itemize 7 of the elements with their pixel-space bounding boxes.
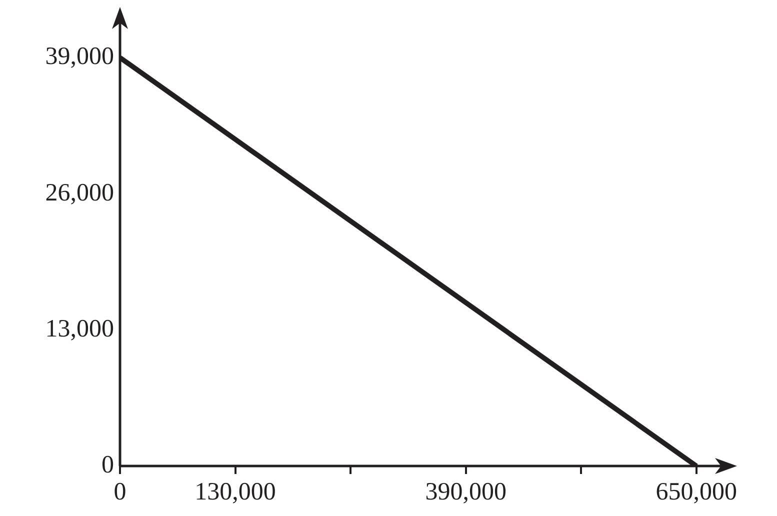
x-tick-label: 650,000 <box>656 478 738 506</box>
x-tick-label: 130,000 <box>194 478 276 506</box>
y-tick-label: 0 <box>102 452 114 479</box>
y-tick-label: 26,000 <box>45 179 114 206</box>
y-tick-label: 39,000 <box>45 43 114 70</box>
x-tick-label: 390,000 <box>425 478 506 506</box>
y-tick-label: 13,000 <box>45 315 114 342</box>
